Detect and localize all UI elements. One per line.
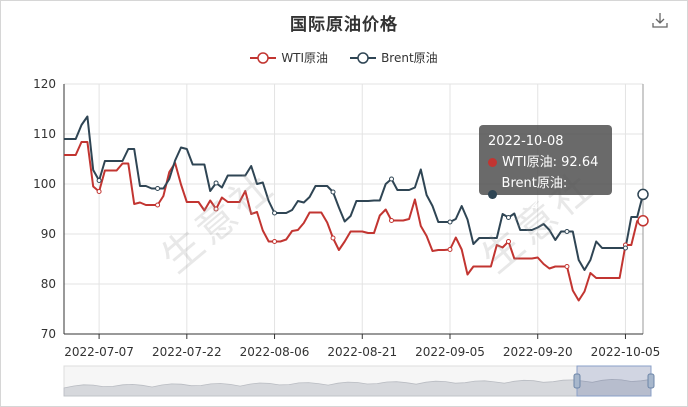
y-tick-label: 100	[33, 177, 56, 191]
data-point	[213, 206, 219, 212]
y-tick-label: 90	[41, 227, 56, 241]
tooltip-row-brent: Brent原油: 97.92	[488, 173, 603, 215]
tooltip-text-wti: WTI原油: 92.64	[502, 155, 599, 170]
datazoom-handle[interactable]	[647, 373, 655, 389]
legend-symbol-wti	[250, 51, 277, 64]
data-point	[389, 176, 395, 182]
data-point	[96, 178, 102, 183]
y-tick-label: 110	[33, 127, 56, 141]
data-point	[213, 180, 219, 186]
tooltip-row-wti: WTI原油: 92.64	[488, 152, 603, 173]
y-tick-label: 80	[41, 277, 56, 291]
x-tick-label: 2022-07-07	[64, 345, 134, 359]
tooltip: 2022-10-08 WTI原油: 92.64 Brent原油: 97.92	[479, 125, 612, 212]
chart-title: 国际原油价格	[290, 15, 398, 35]
data-point	[564, 229, 570, 234]
data-point	[330, 235, 336, 241]
data-point	[272, 239, 278, 244]
data-point	[447, 247, 453, 252]
tooltip-text-brent: Brent原油: 97.92	[501, 176, 568, 212]
data-point	[272, 210, 278, 216]
x-tick-label: 2022-09-20	[503, 345, 573, 359]
datazoom-selection[interactable]	[576, 365, 652, 397]
y-tick-label: 70	[41, 327, 56, 341]
series-line-brent	[64, 115, 644, 271]
legend-item-wti[interactable]: WTI原油	[250, 49, 328, 66]
data-point	[96, 189, 102, 194]
legend-label-brent: Brent原油	[381, 51, 438, 65]
data-point	[564, 264, 570, 269]
legend-symbol-brent	[350, 51, 377, 64]
data-point	[155, 186, 161, 191]
y-tick-label: 120	[33, 77, 56, 91]
tooltip-date: 2022-10-08	[488, 134, 564, 149]
legend-label-wti: WTI原油	[281, 51, 329, 65]
tooltip-dot-wti	[488, 158, 497, 167]
datazoom-preview	[63, 378, 652, 397]
x-tick-label: 2022-07-22	[152, 345, 222, 359]
x-tick-label: 2022-10-05	[591, 345, 661, 359]
download-icon[interactable]	[651, 11, 669, 29]
data-point	[447, 219, 453, 225]
data-point	[505, 215, 511, 220]
data-point	[155, 202, 161, 208]
highlighted-point	[637, 188, 649, 201]
legend-item-brent[interactable]: Brent原油	[350, 49, 438, 66]
data-point	[505, 239, 511, 244]
highlighted-point	[637, 215, 649, 227]
tooltip-dot-brent	[488, 189, 497, 199]
data-point	[622, 245, 628, 251]
x-tick-label: 2022-09-05	[415, 345, 485, 359]
x-tick-label: 2022-08-06	[240, 345, 310, 359]
data-point	[330, 189, 336, 195]
x-tick-label: 2022-08-21	[327, 345, 397, 359]
series-line-wti	[64, 141, 644, 302]
datazoom-handle[interactable]	[573, 373, 581, 389]
data-point	[389, 218, 395, 223]
chart-legend: WTI原油 Brent原油	[0, 49, 688, 66]
